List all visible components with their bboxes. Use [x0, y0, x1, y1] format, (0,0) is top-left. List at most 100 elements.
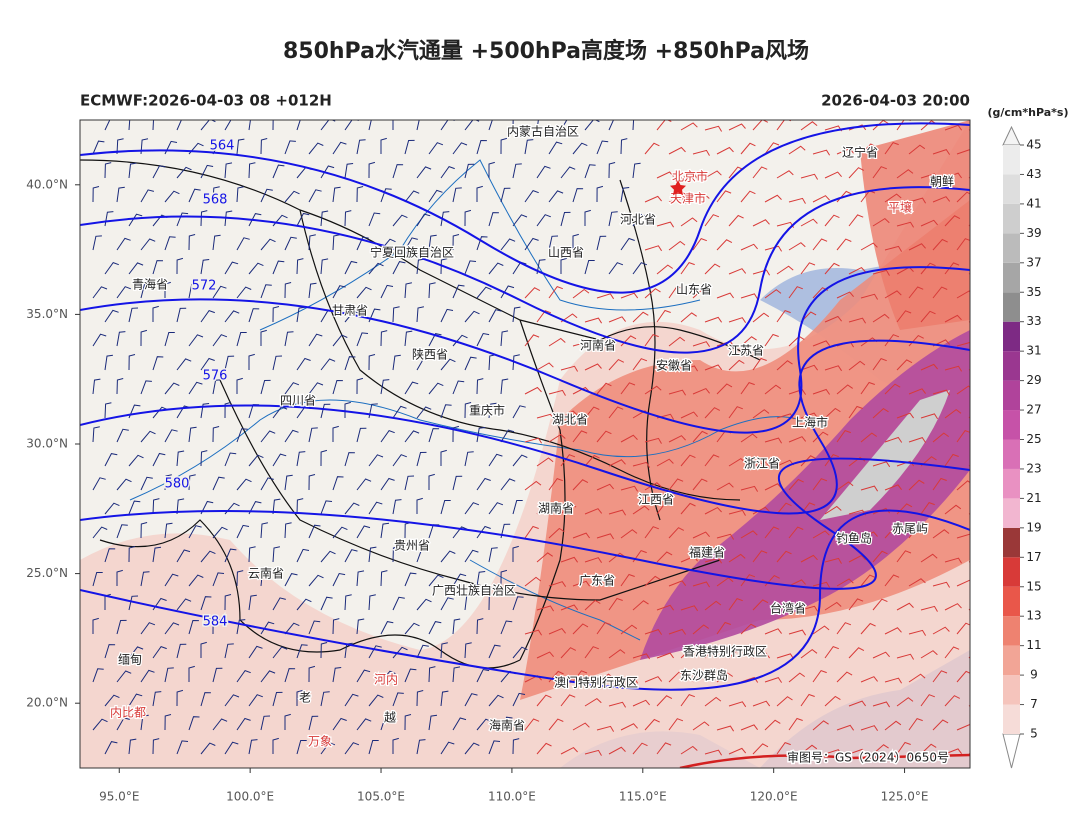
wind-barb	[944, 603, 962, 611]
wind-barb	[800, 648, 818, 659]
wind-barb	[380, 429, 395, 443]
wind-barb	[644, 575, 661, 587]
wind-barb	[608, 746, 626, 755]
wind-barb	[860, 242, 878, 251]
wind-barb	[404, 572, 417, 587]
wind-barb	[968, 129, 970, 131]
wind-barb	[116, 569, 123, 586]
wind-barb	[644, 482, 662, 491]
wind-barb	[464, 451, 474, 467]
wind-barb	[740, 336, 757, 347]
wind-barb	[284, 190, 300, 203]
wind-barb	[716, 239, 733, 251]
wind-barb	[188, 665, 195, 682]
wind-barb	[164, 429, 178, 443]
wind-barb	[536, 165, 551, 179]
wind-barb	[812, 581, 831, 588]
wind-barb	[596, 339, 614, 347]
flux-shade	[860, 120, 970, 330]
wind-barb	[212, 572, 225, 587]
wind-barb	[740, 530, 758, 539]
wind-barb	[116, 378, 124, 395]
colorbar-label: 23	[1026, 461, 1041, 475]
wind-barb	[476, 525, 491, 539]
wind-barb	[932, 196, 951, 203]
wind-barb	[416, 120, 420, 131]
place-label: 广东省	[579, 574, 615, 588]
wind-barb	[584, 120, 600, 131]
wind-barb	[164, 382, 180, 395]
wind-barb	[944, 557, 963, 564]
wind-barb	[344, 310, 360, 323]
wind-barb	[932, 286, 948, 299]
wind-barb	[920, 262, 936, 275]
wind-barb	[380, 670, 396, 683]
wind-barb	[164, 281, 171, 298]
wind-barb	[860, 381, 875, 395]
wind-barb	[704, 645, 719, 659]
wind-barb	[608, 162, 616, 179]
wind-barb	[872, 550, 888, 563]
wind-barb	[968, 655, 970, 659]
wind-barb	[452, 425, 460, 443]
flux-shade	[640, 330, 970, 660]
wind-barb	[224, 643, 234, 659]
wind-barb	[212, 426, 220, 443]
colorbar-label: 25	[1026, 432, 1041, 446]
wind-barb	[848, 598, 864, 611]
wind-barb	[620, 723, 638, 731]
place-label: 海南省	[489, 718, 525, 733]
wind-barb	[440, 500, 451, 515]
wind-barb	[596, 622, 611, 635]
wind-barb	[560, 454, 576, 467]
wind-barb	[464, 356, 477, 371]
wind-barb	[944, 365, 963, 372]
wind-barb	[284, 474, 293, 491]
wind-barb	[344, 594, 352, 611]
wind-barb	[452, 666, 461, 683]
wind-barb	[752, 166, 768, 179]
wind-barb	[872, 269, 890, 276]
wind-barb	[968, 368, 970, 371]
wind-barb	[440, 597, 454, 611]
wind-barb	[512, 646, 528, 659]
wind-barb	[176, 212, 189, 227]
wind-barb	[332, 186, 341, 203]
wind-barb	[392, 214, 408, 227]
wind-barb	[824, 505, 842, 515]
wind-barb	[272, 737, 279, 754]
wind-barb	[332, 141, 347, 155]
wind-barb	[440, 120, 455, 131]
run-label: ECMWF:2026-04-03 08 +012H	[80, 92, 332, 110]
wind-barb	[356, 332, 369, 347]
wind-barb	[692, 193, 710, 203]
wind-barb	[416, 598, 432, 611]
wind-barb	[332, 667, 342, 683]
wind-barb	[860, 293, 879, 300]
colorbar-label: 15	[1026, 579, 1041, 593]
wind-barb	[92, 668, 104, 683]
wind-barb	[668, 671, 685, 683]
wind-barb	[488, 402, 497, 419]
wind-barb	[692, 670, 707, 683]
wind-barb	[104, 402, 112, 419]
wind-barb	[716, 577, 734, 587]
colorbar-label: 39	[1026, 226, 1041, 240]
colorbar-segment	[1003, 527, 1020, 558]
wind-barb	[212, 667, 223, 683]
unit-label: (g/cm*hPa*s)	[987, 106, 1068, 119]
wind-barb	[176, 598, 192, 611]
wind-barb	[320, 403, 331, 419]
wind-barb	[152, 356, 164, 371]
wind-barb	[836, 481, 854, 491]
wind-barb	[548, 285, 563, 299]
wind-barb	[632, 213, 647, 227]
wind-barb	[512, 545, 519, 562]
wind-barb	[596, 185, 604, 203]
wind-barb	[944, 215, 961, 227]
wind-barb	[152, 165, 166, 179]
wind-barb	[536, 502, 551, 515]
wind-barb	[272, 120, 274, 131]
wind-barb	[752, 652, 771, 659]
wind-barb	[464, 693, 478, 707]
